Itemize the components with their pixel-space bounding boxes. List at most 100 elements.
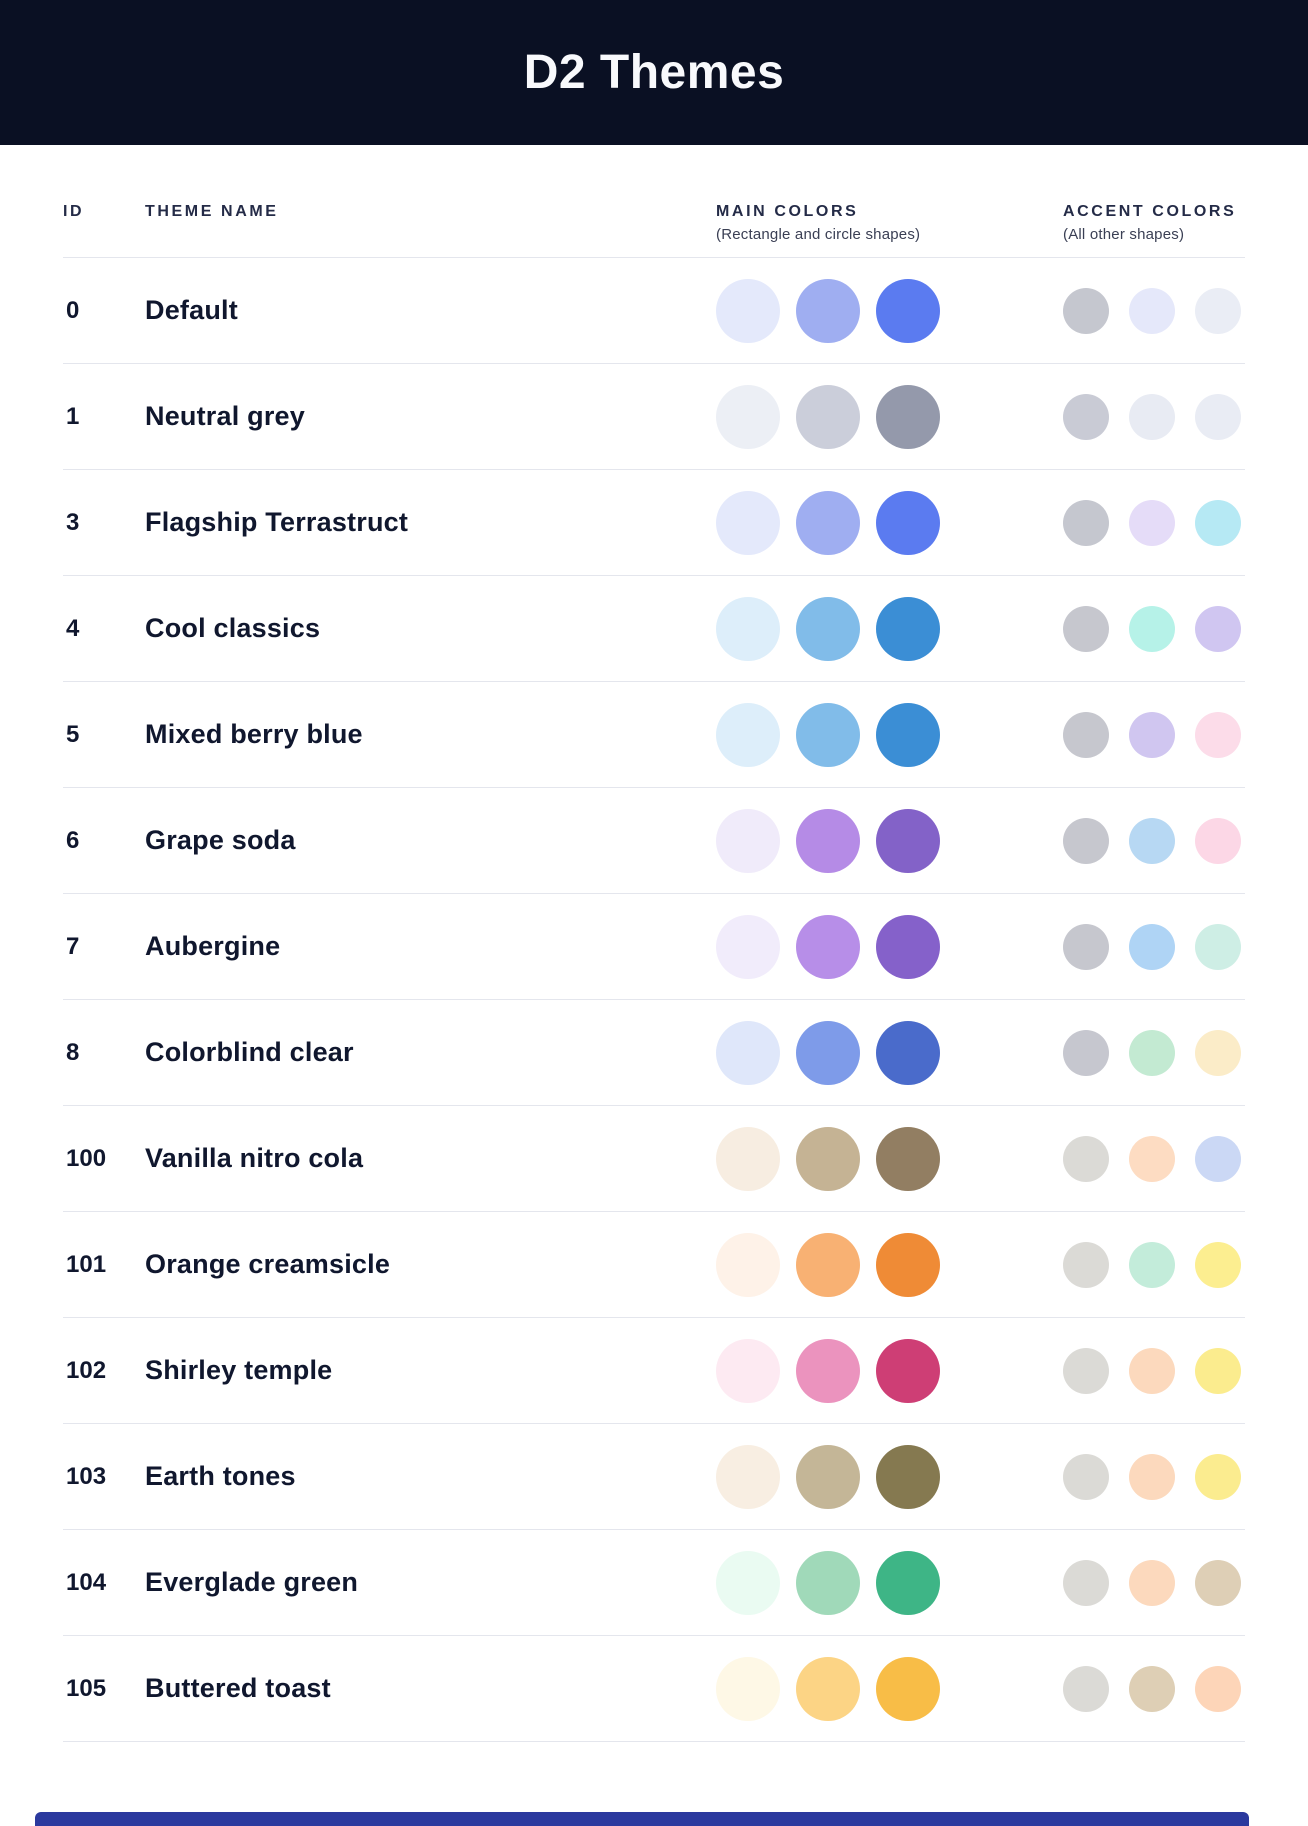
theme-id: 5 <box>66 720 80 748</box>
accent-color-swatch <box>1129 1135 1175 1182</box>
theme-row: 1 Neutral grey <box>63 364 1245 470</box>
main-color-swatch <box>876 1232 940 1297</box>
main-color-swatch <box>796 1126 860 1191</box>
main-color-swatch <box>876 1020 940 1085</box>
accent-color-swatch <box>1063 1347 1109 1394</box>
accent-color-swatches <box>1063 1665 1241 1712</box>
theme-id: 8 <box>66 1038 80 1066</box>
theme-name: Default <box>145 295 238 325</box>
theme-name: Vanilla nitro cola <box>145 1143 364 1173</box>
themes-table: ID THEME NAME MAIN COLORS (Rectangle and… <box>63 145 1245 1742</box>
col-header-main-colors: MAIN COLORS <box>716 203 859 220</box>
main-color-swatch <box>876 1656 940 1721</box>
accent-color-swatch <box>1063 605 1109 652</box>
main-color-swatch <box>876 596 940 661</box>
main-color-swatch <box>716 1444 780 1509</box>
accent-color-swatch <box>1063 1135 1109 1182</box>
theme-id: 4 <box>66 614 80 642</box>
accent-color-swatch <box>1195 1665 1241 1712</box>
main-color-swatch <box>716 490 780 555</box>
accent-color-swatches <box>1063 605 1241 652</box>
main-color-swatches <box>716 702 941 767</box>
main-color-swatches <box>716 490 941 555</box>
accent-color-swatches <box>1063 1559 1241 1606</box>
col-header-accent-colors-group: ACCENT COLORS (All other shapes) <box>1063 203 1241 243</box>
accent-color-swatch <box>1195 287 1241 334</box>
main-color-swatch <box>716 702 780 767</box>
main-color-swatch <box>716 808 780 873</box>
theme-name: Mixed berry blue <box>145 719 363 749</box>
accent-color-swatch <box>1129 1029 1175 1076</box>
main-color-swatch <box>716 1020 780 1085</box>
main-color-swatch <box>876 702 940 767</box>
main-color-swatch <box>796 914 860 979</box>
theme-id: 3 <box>66 508 80 536</box>
main-color-swatch <box>796 1338 860 1403</box>
accent-color-swatches <box>1063 287 1241 334</box>
next-section-bar <box>35 1812 1249 1826</box>
accent-color-swatches <box>1063 393 1241 440</box>
accent-color-swatch <box>1063 499 1109 546</box>
main-color-swatch <box>716 1126 780 1191</box>
accent-color-swatch <box>1195 499 1241 546</box>
main-color-swatches <box>716 1338 941 1403</box>
main-color-swatches <box>716 278 941 343</box>
accent-color-swatch <box>1195 605 1241 652</box>
theme-name: Neutral grey <box>145 401 305 431</box>
main-color-swatch <box>876 1550 940 1615</box>
main-color-swatch <box>716 596 780 661</box>
main-color-swatches <box>716 1232 941 1297</box>
theme-name: Everglade green <box>145 1567 359 1597</box>
theme-id: 6 <box>66 826 80 854</box>
main-color-swatch <box>876 490 940 555</box>
accent-color-swatch <box>1195 1453 1241 1500</box>
main-color-swatch <box>876 1444 940 1509</box>
page-header: D2 Themes <box>0 0 1308 145</box>
theme-row: 103 Earth tones <box>63 1424 1245 1530</box>
accent-color-swatch <box>1129 1241 1175 1288</box>
accent-color-swatch <box>1129 393 1175 440</box>
theme-name: Flagship Terrastruct <box>145 507 409 537</box>
main-color-swatch <box>876 278 940 343</box>
main-color-swatch <box>716 914 780 979</box>
theme-id: 105 <box>66 1674 107 1702</box>
accent-color-swatches <box>1063 817 1241 864</box>
accent-color-swatch <box>1195 1241 1241 1288</box>
theme-row: 100 Vanilla nitro cola <box>63 1106 1245 1212</box>
main-color-swatch <box>716 1338 780 1403</box>
main-color-swatch <box>796 1232 860 1297</box>
main-color-swatch <box>876 1338 940 1403</box>
theme-name: Colorblind clear <box>145 1037 354 1067</box>
col-header-theme-name: THEME NAME <box>145 203 279 220</box>
theme-row: 5 Mixed berry blue <box>63 682 1245 788</box>
theme-row: 6 Grape soda <box>63 788 1245 894</box>
main-color-swatches <box>716 1126 941 1191</box>
main-color-swatch <box>876 384 940 449</box>
main-color-swatch <box>796 808 860 873</box>
main-color-swatch <box>876 914 940 979</box>
main-color-swatch <box>796 596 860 661</box>
accent-color-swatch <box>1195 1559 1241 1606</box>
theme-name: Orange creamsicle <box>145 1249 391 1279</box>
accent-color-swatch <box>1195 923 1241 970</box>
theme-row: 104 Everglade green <box>63 1530 1245 1636</box>
theme-id: 7 <box>66 932 80 960</box>
main-color-swatch <box>876 1126 940 1191</box>
main-color-swatches <box>716 384 941 449</box>
main-color-swatch <box>716 1656 780 1721</box>
accent-color-swatches <box>1063 1347 1241 1394</box>
accent-color-swatches <box>1063 711 1241 758</box>
accent-color-swatch <box>1129 1665 1175 1712</box>
accent-color-swatches <box>1063 1241 1241 1288</box>
accent-color-swatch <box>1063 923 1109 970</box>
main-color-swatches <box>716 1656 941 1721</box>
theme-row: 105 Buttered toast <box>63 1636 1245 1742</box>
theme-id: 104 <box>66 1568 107 1596</box>
theme-id: 101 <box>66 1250 107 1278</box>
accent-color-swatch <box>1063 393 1109 440</box>
accent-color-swatch <box>1129 499 1175 546</box>
accent-color-swatch <box>1129 923 1175 970</box>
accent-color-swatches <box>1063 499 1241 546</box>
accent-color-swatch <box>1063 711 1109 758</box>
main-color-swatch <box>796 1444 860 1509</box>
